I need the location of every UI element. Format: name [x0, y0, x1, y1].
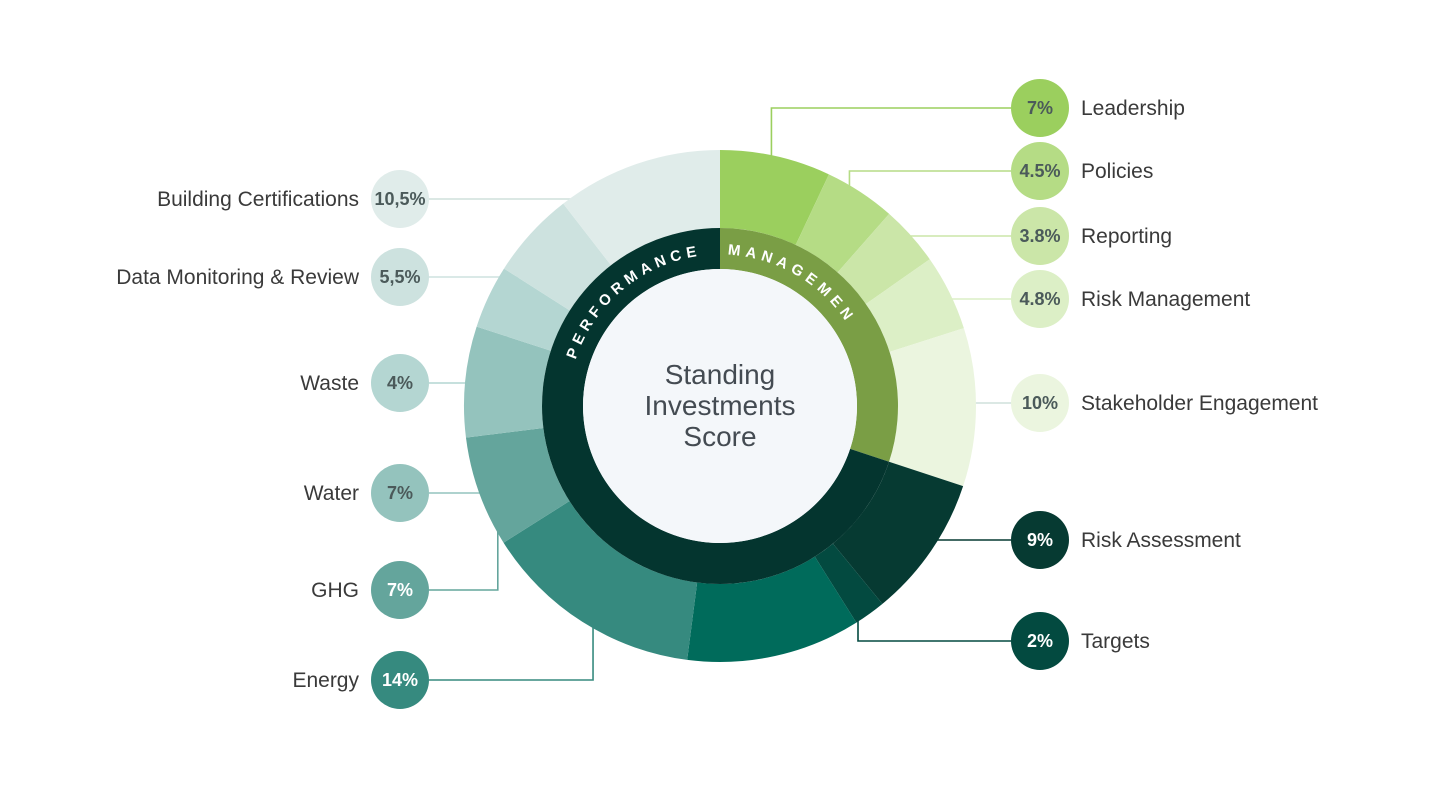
badge-value-stakeholder-engagement: 10% — [1022, 393, 1058, 413]
badge-value-data-monitoring-and-review: 5,5% — [379, 267, 420, 287]
label-building-certifications: Building Certifications — [157, 188, 359, 211]
badge-targets — [1011, 612, 1069, 670]
badge-value-water: 7% — [387, 483, 413, 503]
segment-building-certifications — [563, 150, 720, 266]
badge-leadership — [1011, 79, 1069, 137]
label-policies: Policies — [1081, 160, 1153, 183]
outer-ring — [464, 150, 976, 662]
badge-policies — [1011, 142, 1069, 200]
badge-value-risk-management: 4.8% — [1019, 289, 1060, 309]
center-title: Standing Investments Score — [645, 359, 796, 452]
segment-stakeholder-engagement — [889, 328, 976, 487]
label-energy: Energy — [292, 669, 359, 692]
segment-policies — [795, 174, 890, 273]
inner-arc-management — [720, 228, 898, 462]
label-risk-assessment: Risk Assessment — [1081, 529, 1241, 552]
inner-ring — [542, 228, 898, 584]
badge-building-certifications — [371, 170, 429, 228]
segment-targets — [814, 543, 883, 623]
segment-ghg — [465, 428, 570, 543]
leader-leadership — [770, 107, 1011, 176]
badge-data-monitoring-and-review — [371, 248, 429, 306]
badge-value-waste: 4% — [387, 373, 413, 393]
leader-energy — [429, 604, 594, 681]
badge-waste — [371, 354, 429, 412]
label-reporting: Reporting — [1081, 225, 1172, 248]
badge-reporting — [1011, 207, 1069, 265]
badge-water — [371, 464, 429, 522]
badge-value-reporting: 3.8% — [1019, 226, 1060, 246]
badges: 7% Leadership 4.5% Policies 3.8% Reporting 4.8… — [116, 79, 1318, 709]
segment-risk-assessment — [832, 461, 964, 604]
segment-reporting — [837, 213, 930, 304]
label-targets: Targets — [1081, 630, 1150, 653]
segment-data-monitoring-and-review — [503, 203, 611, 311]
badge-value-leadership: 7% — [1027, 98, 1053, 118]
badge-risk-management — [1011, 270, 1069, 328]
badge-value-risk-assessment: 9% — [1027, 530, 1053, 550]
segment-tenants-and-community — [687, 556, 857, 662]
segment-energy — [503, 501, 698, 660]
badge-value-building-certifications: 10,5% — [374, 189, 425, 209]
label-data-monitoring-and-review: Data Monitoring & Review — [116, 266, 360, 289]
label-risk-management: Risk Management — [1081, 288, 1250, 311]
label-stakeholder-engagement: Stakeholder Engagement — [1081, 392, 1318, 415]
badge-stakeholder-engagement — [1011, 374, 1069, 432]
segment-water — [464, 326, 551, 438]
badge-value-energy: 14% — [382, 670, 418, 690]
badge-energy — [371, 651, 429, 709]
label-ghg: GHG — [311, 579, 359, 602]
label-water: Water — [304, 482, 359, 505]
badge-risk-assessment — [1011, 511, 1069, 569]
segment-waste — [476, 268, 570, 351]
badge-ghg — [371, 561, 429, 619]
label-leadership: Leadership — [1081, 97, 1185, 120]
badge-value-policies: 4.5% — [1019, 161, 1060, 181]
badge-value-ghg: 7% — [387, 580, 413, 600]
segment-leadership — [720, 150, 829, 245]
label-waste: Waste — [300, 372, 359, 395]
segment-risk-management — [865, 259, 964, 352]
badge-value-targets: 2% — [1027, 631, 1053, 651]
center-circle — [583, 269, 857, 543]
